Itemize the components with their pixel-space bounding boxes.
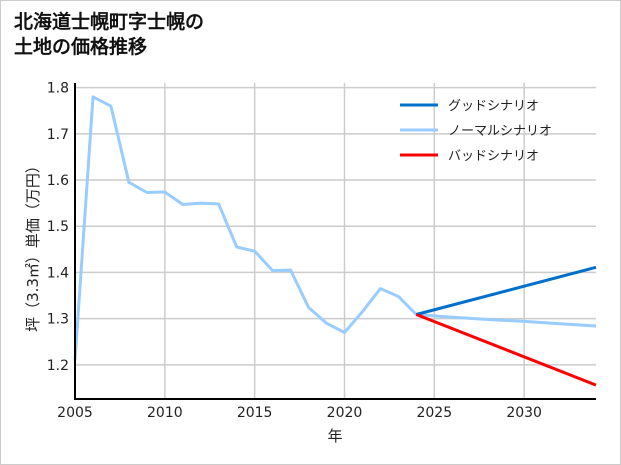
series-line-1	[73, 95, 597, 361]
x-tick-label: 2030	[506, 405, 542, 421]
legend-label: グッドシナリオ	[448, 99, 539, 114]
chart-title-line-1: 北海道士幌町字士幌の	[14, 11, 205, 33]
chart-title-line-2: 土地の価格推移	[14, 36, 148, 58]
x-tick-label: 2020	[327, 405, 363, 421]
series-line-0	[415, 265, 597, 316]
chart-title: 北海道士幌町字士幌の 土地の価格推移	[14, 10, 204, 60]
y-tick-label: 1.4	[47, 265, 69, 281]
x-tick-label: 2010	[147, 405, 183, 421]
x-tick-label: 2025	[416, 405, 452, 421]
y-tick-label: 1.5	[47, 219, 69, 235]
x-tick-label: 2005	[57, 405, 93, 421]
series-line-2	[415, 313, 597, 387]
y-tick-label: 1.7	[47, 127, 69, 143]
x-tick-label: 2015	[237, 405, 273, 421]
y-tick-label: 1.6	[47, 173, 69, 189]
y-axis-label: 坪（3.3㎡）単価（万円）	[24, 158, 42, 332]
y-tick-label: 1.3	[47, 312, 69, 328]
series-lines	[73, 95, 597, 387]
x-axis-label: 年	[327, 427, 342, 445]
tick-labels: 2005 2010 2015 2020 2025 2030 1.2 1.3 1.4 1.5 1.6 1…	[47, 81, 542, 421]
y-tick-label: 1.8	[47, 81, 69, 97]
y-tick-label: 1.2	[47, 358, 69, 374]
legend-label: バッドシナリオ	[448, 149, 539, 164]
legend-label: ノーマルシナリオ	[448, 124, 552, 139]
